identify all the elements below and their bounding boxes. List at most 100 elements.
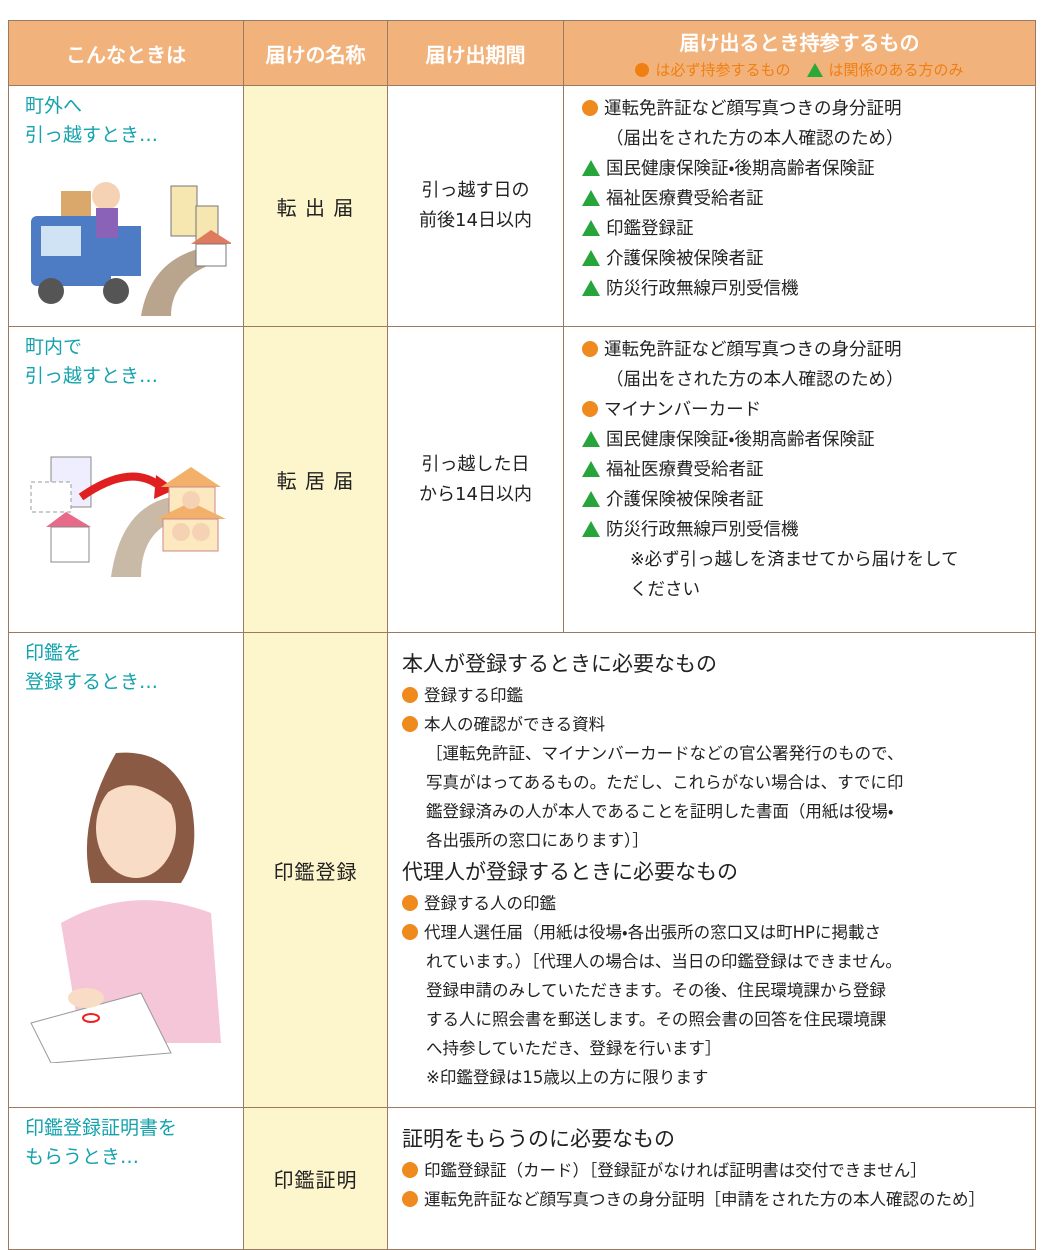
situation-line: 町外へ: [25, 95, 83, 117]
legend-item: は関係のある方のみ: [806, 59, 964, 80]
item-line: 福祉医療費受給者証: [582, 455, 1035, 485]
bullet-circle: [402, 895, 418, 911]
table-row: 印鑑登録証明書を もらうとき… 印鑑証明 証明をもらうのに必要なもの印鑑登録証（カード…: [8, 1107, 1036, 1250]
item-line: マイナンバーカード: [582, 395, 1035, 425]
item-text: する人に照会書を郵送します。その照会書の回答を住民環境課: [426, 1010, 887, 1029]
item-text: 国民健康保険証・後期高齢者保険証: [606, 430, 875, 450]
situation-cell: 町内で 引っ越すとき…: [8, 326, 244, 633]
situation-line: 引っ越すとき…: [25, 365, 159, 387]
item-text: れています。）［代理人の場合は、当日の印鑑登録はできません。: [426, 952, 902, 971]
bullet-circle: [402, 1191, 418, 1207]
bullet-circle: [582, 341, 598, 357]
item-line: 運転免許証など顔写真つきの身分証明［申請をされた方の本人確認のため］: [402, 1185, 1035, 1214]
item-text: 介護保険被保険者証: [606, 490, 764, 510]
situation-line: 印鑑を: [25, 642, 83, 664]
form-name: 転 居 届: [243, 326, 388, 633]
item-line: 国民健康保険証・後期高齢者保険証: [582, 425, 1035, 455]
sections-cell: 本人が登録するときに必要なもの登録する印鑑本人の確認ができる資料 ［運転免許証、マ…: [387, 632, 1036, 1108]
item: 介護保険被保険者証: [582, 244, 1035, 274]
situation-line: 印鑑登録証明書を: [25, 1117, 178, 1139]
period-line: から14日以内: [419, 483, 532, 505]
period-line: 前後14日以内: [419, 210, 532, 231]
form-name: 印鑑証明: [243, 1107, 388, 1250]
item-line: 介護保険被保険者証: [582, 244, 1035, 274]
bullet-triangle: [582, 250, 600, 266]
bullet-triangle: [806, 62, 823, 77]
procedure-table: こんなときは 届けの名称 届け出期間 届け出るとき持参するもの は必ず持参するもの は関係…: [8, 20, 1036, 1250]
item-line: する人に照会書を郵送します。その照会書の回答を住民環境課: [402, 1005, 1035, 1034]
item-text: 登録申請のみしていただきます。その後、住民環境課から登録: [426, 981, 886, 1000]
items-cell: 運転免許証など顔写真つきの身分証明 （届出をされた方の本人確認のため） 国民健康保険…: [563, 85, 1036, 327]
legend: は必ず持参するもの は関係のある方のみ: [564, 59, 1035, 80]
bullet-triangle: [582, 220, 600, 236]
bullet-triangle: [582, 280, 600, 296]
legend-text: は必ず持参するもの: [655, 60, 791, 79]
section-heading: 代理人が登録するときに必要なもの: [402, 860, 738, 884]
table-body: こんなときは 届けの名称 届け出期間 届け出るとき持参するもの は必ず持参するもの は関係…: [8, 20, 1036, 1250]
situation-line: もらうとき…: [25, 1146, 140, 1168]
item: 代理人選任届（用紙は役場・各出張所の窓口又は町HPに掲載されています。）［代理人…: [402, 918, 1035, 1092]
item: 福祉医療費受給者証: [582, 455, 1035, 485]
header-cell: 届け出期間: [387, 20, 564, 86]
bullet-circle: [582, 401, 598, 417]
item-text: 鑑登録済みの人が本人であることを証明した書面（用紙は役場・: [426, 802, 894, 821]
item-line: ※印鑑登録は15歳以上の方に限ります: [402, 1063, 1035, 1092]
item-note: ください: [630, 580, 700, 600]
item-line: 防災行政無線戸別受信機: [582, 274, 1035, 304]
item-text: 本人の確認ができる資料: [424, 715, 606, 734]
item-text: 介護保険被保険者証: [606, 249, 764, 269]
section-heading: 本人が登録するときに必要なもの: [402, 652, 717, 676]
item-line: 印鑑登録証（カード）［登録証がなければ証明書は交付できません］: [402, 1156, 1035, 1185]
bullet-triangle: [582, 190, 600, 206]
item-text: へ持参していただき、登録を行います］: [426, 1039, 722, 1058]
item-line: 防災行政無線戸別受信機: [582, 515, 1035, 545]
bullet-circle: [402, 1162, 418, 1178]
table-row: 印鑑を 登録するとき… 印鑑登録 本人が登録するときに必要なもの 登録する印鑑 本人の確認…: [8, 632, 1036, 1108]
item-text: ※印鑑登録は15歳以上の方に限ります: [426, 1068, 709, 1087]
item: 印鑑登録証（カード）［登録証がなければ証明書は交付できません］: [402, 1156, 1035, 1185]
header-cell: 届けの名称: [243, 20, 388, 86]
header-text: 届け出期間: [425, 42, 526, 67]
bullet-triangle: [582, 160, 600, 176]
bullet-circle: [402, 924, 418, 940]
item-text: ［運転免許証、マイナンバーカードなどの官公署発行のもので、: [426, 744, 904, 763]
item-text: 印鑑登録証（カード）［登録証がなければ証明書は交付できません］: [424, 1161, 927, 1180]
section-heading: 証明をもらうのに必要なもの: [402, 1127, 675, 1151]
item-text: マイナンバーカード: [604, 400, 762, 420]
item: マイナンバーカード: [582, 395, 1035, 425]
situation-cell: 町外へ 引っ越すとき…: [8, 85, 244, 327]
item-line: 運転免許証など顔写真つきの身分証明: [582, 94, 1035, 124]
item-text: 登録する印鑑: [424, 686, 523, 705]
header-text: 届けの名称: [265, 42, 366, 67]
item-line: 運転免許証など顔写真つきの身分証明: [582, 335, 1035, 365]
period-cell: 引っ越した日 から14日以内: [387, 326, 564, 633]
bullet-triangle: [582, 521, 600, 537]
item-line: 登録する人の印鑑: [402, 889, 1035, 918]
item-line: 本人の確認ができる資料: [402, 710, 1035, 739]
bullet-triangle: [582, 461, 600, 477]
item-text: 代理人選任届（用紙は役場・各出張所の窓口又は町HPに掲載さ: [424, 923, 881, 942]
moving-house-illustration: [30, 456, 226, 577]
item: 運転免許証など顔写真つきの身分証明 （届出をされた方の本人確認のため）: [582, 335, 1035, 395]
item-line: 介護保険被保険者証: [582, 485, 1035, 515]
item-line: へ持参していただき、登録を行います］: [402, 1034, 1035, 1063]
period-line: 引っ越した日: [421, 453, 530, 475]
item: 介護保険被保険者証: [582, 485, 1035, 515]
item: 防災行政無線戸別受信機 ※必ず引っ越しを済ませてから届けをして ください: [582, 515, 1035, 605]
item-line: 国民健康保険証・後期高齢者保険証: [582, 154, 1035, 184]
item-line: 印鑑登録証: [582, 214, 1035, 244]
situation-line: 登録するとき…: [25, 671, 159, 693]
item-text: 防災行政無線戸別受信機: [606, 520, 799, 540]
bullet-triangle: [582, 491, 600, 507]
item-text: 福祉医療費受給者証: [606, 189, 764, 209]
item-text: 運転免許証など顔写真つきの身分証明: [604, 99, 902, 119]
item-line: 福祉医療費受給者証: [582, 184, 1035, 214]
registration-illustration: [30, 752, 221, 1063]
items-cell: 運転免許証など顔写真つきの身分証明 （届出をされた方の本人確認のため） マイナンバー…: [563, 326, 1036, 633]
table-row: 町内で 引っ越すとき… 転 居 届引っ越した日 から14日以内 運転免許証など顔写真つき…: [8, 326, 1036, 633]
item-line: （届出をされた方の本人確認のため）: [582, 365, 1035, 395]
header-text: 届け出るとき持参するもの: [679, 30, 920, 55]
item-text: 各出張所の窓口にあります）］: [426, 831, 649, 850]
item: 運転免許証など顔写真つきの身分証明［申請をされた方の本人確認のため］: [402, 1185, 1035, 1214]
